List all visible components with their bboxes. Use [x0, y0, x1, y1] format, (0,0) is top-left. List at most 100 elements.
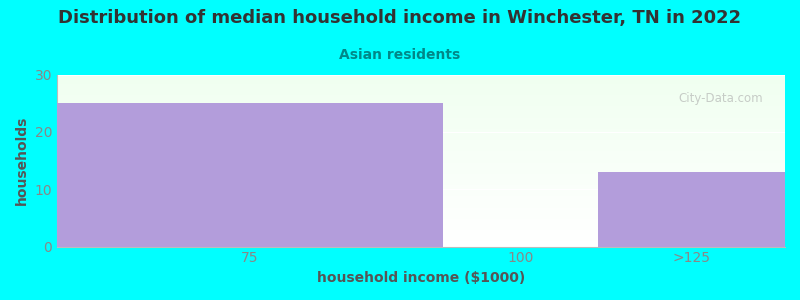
Bar: [57, 148, 785, 149]
Text: Asian residents: Asian residents: [339, 48, 461, 62]
Bar: [57, 81, 785, 82]
Bar: [57, 75, 785, 76]
Bar: [57, 120, 785, 121]
Bar: [57, 189, 785, 190]
Text: City-Data.com: City-Data.com: [678, 92, 763, 105]
Bar: [57, 99, 785, 100]
Bar: [57, 145, 785, 146]
Bar: [57, 242, 785, 243]
Bar: [57, 103, 785, 104]
Bar: [57, 102, 785, 103]
Bar: [57, 171, 785, 172]
Bar: [57, 126, 785, 127]
Bar: [57, 224, 785, 225]
X-axis label: household income ($1000): household income ($1000): [317, 271, 525, 285]
Bar: [57, 111, 785, 112]
Bar: [57, 107, 785, 108]
Bar: [57, 241, 785, 242]
Bar: [57, 219, 785, 220]
Bar: [57, 117, 785, 118]
Bar: [57, 151, 785, 152]
Y-axis label: households: households: [15, 116, 29, 205]
Bar: [57, 149, 785, 150]
Bar: [57, 76, 785, 77]
Bar: [57, 221, 785, 222]
Bar: [57, 234, 785, 235]
Bar: [57, 137, 785, 138]
Bar: [57, 176, 785, 177]
Bar: [57, 212, 785, 213]
Bar: [57, 144, 785, 145]
Bar: [57, 98, 785, 99]
Bar: [57, 116, 785, 117]
Bar: [57, 230, 785, 231]
Bar: [57, 95, 785, 96]
Bar: [57, 84, 785, 85]
Bar: [57, 94, 785, 95]
Bar: [57, 140, 785, 141]
Bar: [57, 182, 785, 183]
Bar: [57, 82, 785, 83]
Bar: [57, 226, 785, 227]
Bar: [57, 210, 785, 211]
Bar: [57, 169, 785, 170]
Bar: [57, 174, 785, 175]
Bar: [57, 222, 785, 223]
Bar: [57, 143, 785, 144]
Bar: [57, 101, 785, 102]
Bar: [57, 131, 785, 132]
Bar: [57, 201, 785, 202]
Bar: [57, 193, 785, 194]
Bar: [57, 167, 785, 168]
Bar: [57, 184, 785, 185]
Bar: [57, 178, 785, 179]
Bar: [57, 207, 785, 208]
Bar: [57, 157, 785, 158]
Bar: [57, 204, 785, 205]
Bar: [57, 165, 785, 166]
Bar: [57, 185, 785, 186]
Bar: [57, 179, 785, 180]
Bar: [57, 130, 785, 131]
Bar: [57, 142, 785, 143]
Bar: [57, 233, 785, 234]
Bar: [57, 245, 785, 246]
Bar: [57, 217, 785, 218]
Bar: [57, 190, 785, 191]
Bar: [57, 202, 785, 203]
Bar: [57, 160, 785, 161]
Bar: [57, 206, 785, 207]
Bar: [57, 209, 785, 210]
Bar: [57, 90, 785, 91]
Bar: [57, 141, 785, 142]
Bar: [57, 108, 785, 109]
Bar: [57, 133, 785, 134]
Bar: [57, 188, 785, 189]
Bar: [57, 175, 785, 176]
Bar: [57, 214, 785, 215]
Bar: [57, 177, 785, 178]
Bar: [57, 139, 785, 140]
Bar: [57, 173, 785, 174]
Bar: [57, 244, 785, 245]
Text: Distribution of median household income in Winchester, TN in 2022: Distribution of median household income …: [58, 9, 742, 27]
Bar: [57, 163, 785, 164]
Bar: [57, 121, 785, 122]
Bar: [57, 231, 785, 232]
Bar: [57, 110, 785, 111]
Bar: [57, 218, 785, 219]
Bar: [57, 89, 785, 90]
Bar: [57, 181, 785, 182]
Bar: [57, 236, 785, 237]
Bar: [57, 243, 785, 244]
Bar: [57, 79, 785, 80]
Bar: [57, 152, 785, 153]
Bar: [57, 154, 785, 155]
Bar: [57, 77, 785, 78]
Bar: [57, 239, 785, 240]
Bar: [57, 135, 785, 136]
Bar: [57, 136, 785, 137]
Bar: [57, 187, 785, 188]
Bar: [57, 170, 785, 171]
Bar: [57, 123, 785, 124]
